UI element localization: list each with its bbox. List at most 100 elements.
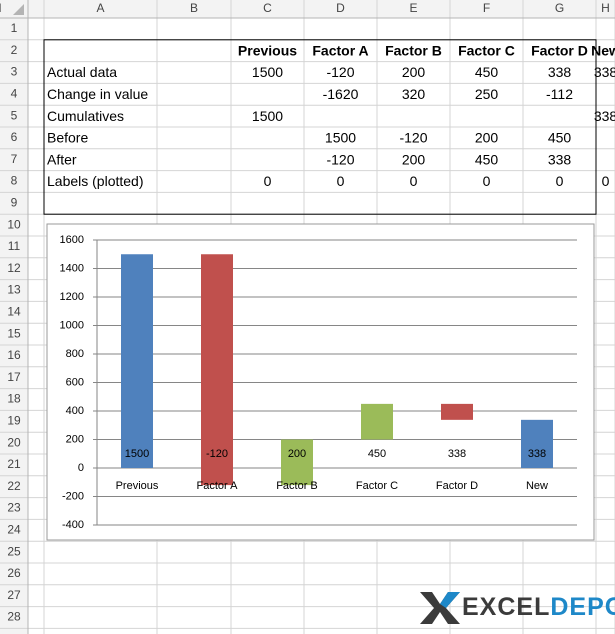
row-header[interactable]: 2 <box>11 43 18 57</box>
x-tick-label: New <box>526 480 548 492</box>
column-header[interactable]: G <box>555 1 564 15</box>
table-cell: 250 <box>475 86 499 102</box>
logo-icon-accent <box>440 592 460 608</box>
row-header[interactable]: 23 <box>7 501 21 515</box>
row-header[interactable]: 8 <box>11 174 18 188</box>
table-cell: 0 <box>602 173 610 189</box>
y-tick-label: 800 <box>66 348 84 360</box>
row-header[interactable]: 15 <box>7 326 21 340</box>
x-tick-label: Factor B <box>276 480 318 492</box>
table-cell: 450 <box>475 64 499 80</box>
row-header[interactable]: 9 <box>11 195 18 209</box>
row-header[interactable]: 24 <box>7 522 21 536</box>
column-header-bar <box>0 0 615 18</box>
table-cell: 0 <box>337 173 345 189</box>
table-cell: 0 <box>264 173 272 189</box>
row-header[interactable]: 20 <box>7 435 21 449</box>
table-cell: 1500 <box>325 130 356 146</box>
table-header: Factor D <box>531 42 588 58</box>
column-header[interactable]: A <box>96 1 104 15</box>
bar <box>121 254 153 468</box>
table-cell: -120 <box>326 151 354 167</box>
row-header[interactable]: 7 <box>11 152 18 166</box>
bar <box>361 403 393 440</box>
row-header[interactable]: 18 <box>7 392 21 406</box>
column-header[interactable]: F <box>483 1 490 15</box>
logo-text-first: EXCEL <box>462 593 550 621</box>
x-tick-label: Previous <box>116 480 159 492</box>
y-tick-label: 400 <box>66 405 84 417</box>
row-header[interactable]: 25 <box>7 544 21 558</box>
column-header[interactable]: B <box>190 1 198 15</box>
logo: EXCELDEPO <box>420 592 615 624</box>
bar <box>521 419 553 468</box>
y-tick-label: 200 <box>66 433 84 445</box>
row-label: Change in value <box>47 86 148 102</box>
x-tick-label: Factor C <box>356 480 398 492</box>
data-label: 450 <box>368 448 386 460</box>
table-cell: 338 <box>594 64 615 80</box>
table-header: Factor B <box>385 42 442 58</box>
row-header[interactable]: 4 <box>11 86 18 100</box>
y-tick-label: 600 <box>66 376 84 388</box>
row-header[interactable]: 19 <box>7 413 21 427</box>
row-header[interactable]: 3 <box>11 65 18 79</box>
row-header[interactable]: 14 <box>7 304 21 318</box>
y-tick-label: 1200 <box>60 291 84 303</box>
data-label: 338 <box>448 448 466 460</box>
row-header[interactable]: 1 <box>11 21 18 35</box>
table-cell: 338 <box>594 108 615 124</box>
data-label: 1500 <box>125 448 149 460</box>
row-header[interactable]: 12 <box>7 261 21 275</box>
x-tick-label: Factor A <box>197 480 239 492</box>
bar <box>281 439 313 486</box>
row-header[interactable]: 5 <box>11 108 18 122</box>
column-header[interactable]: H <box>601 1 610 15</box>
row-header[interactable]: 26 <box>7 566 21 580</box>
bar <box>441 403 473 420</box>
row-header[interactable]: 22 <box>7 479 21 493</box>
row-header[interactable]: 11 <box>8 239 21 253</box>
row-label: Actual data <box>47 64 117 80</box>
logo-text-second: DEPO <box>550 593 615 621</box>
table-cell: 0 <box>483 173 491 189</box>
row-header[interactable]: 16 <box>7 348 21 362</box>
column-header[interactable]: C <box>263 1 272 15</box>
table-cell: 200 <box>475 130 499 146</box>
table-cell: 450 <box>475 151 499 167</box>
column-header[interactable]: D <box>336 1 345 15</box>
table-header: Previous <box>238 42 297 58</box>
column-header[interactable]: E <box>409 1 417 15</box>
row-header[interactable]: 17 <box>7 370 21 384</box>
y-tick-label: 1600 <box>60 234 84 246</box>
y-tick-label: -400 <box>62 519 84 531</box>
table-cell: 1500 <box>252 64 283 80</box>
row-label: Labels (plotted) <box>47 173 144 189</box>
row-header[interactable]: 21 <box>7 457 21 471</box>
y-tick-label: 1400 <box>60 262 84 274</box>
table-cell: 200 <box>402 151 426 167</box>
data-label: 200 <box>288 448 306 460</box>
table-cell: 450 <box>548 130 572 146</box>
table-header: New <box>591 42 615 58</box>
row-header[interactable]: 10 <box>7 217 21 231</box>
row-header[interactable]: 27 <box>7 588 21 602</box>
content: Previous Factor A Factor B Factor C Factor D… <box>43 39 615 541</box>
table-header: Factor C <box>458 42 515 58</box>
row-header[interactable]: 28 <box>7 610 21 624</box>
data-label: 338 <box>528 448 546 460</box>
table-cell: -112 <box>546 86 573 102</box>
table-cell: 1500 <box>252 108 283 124</box>
y-tick-label: 0 <box>78 462 84 474</box>
y-tick-label: 1000 <box>60 319 84 331</box>
row-header[interactable]: 6 <box>11 130 18 144</box>
table-cell: 0 <box>410 173 418 189</box>
table-border <box>43 39 597 215</box>
table-header: Factor A <box>312 42 368 58</box>
column-header[interactable]: I <box>0 1 2 15</box>
row-header[interactable]: 13 <box>7 283 21 297</box>
select-all-corner[interactable] <box>13 4 24 15</box>
table-cell: 338 <box>548 151 572 167</box>
